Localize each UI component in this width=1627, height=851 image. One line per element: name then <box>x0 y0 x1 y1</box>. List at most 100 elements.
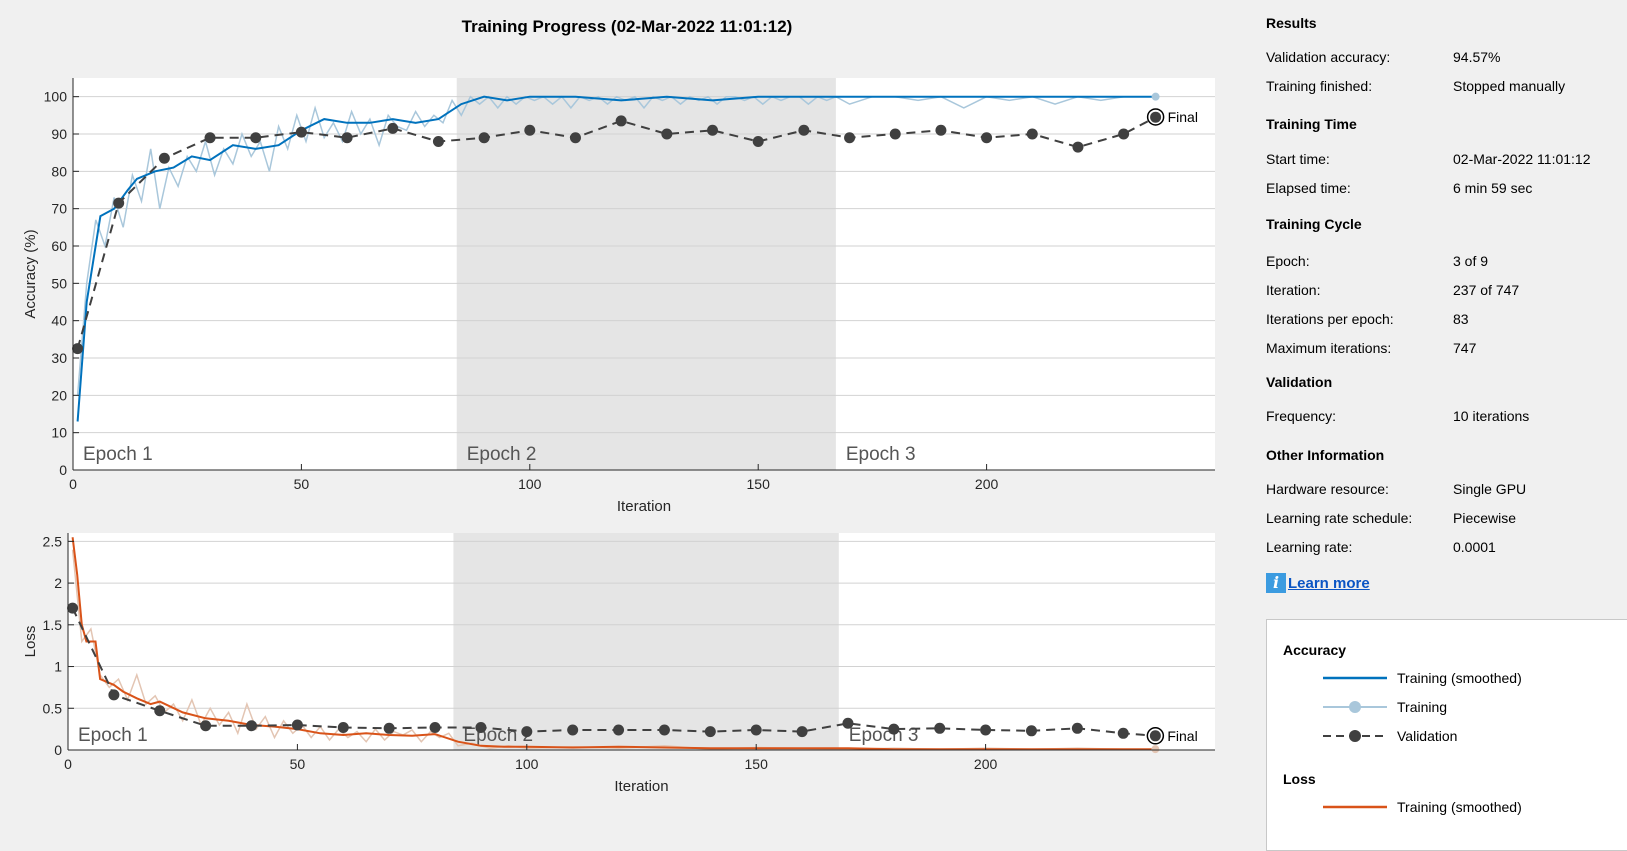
info-row-label: Start time: <box>1266 151 1330 167</box>
legend-item[interactable]: Training <box>1321 697 1621 717</box>
info-row-value: 237 of 747 <box>1453 282 1520 298</box>
accuracy-y-tick-label: 10 <box>51 425 67 441</box>
info-row-label: Iteration: <box>1266 282 1321 298</box>
info-row-label: Training finished: <box>1266 78 1373 94</box>
accuracy-validation-point <box>798 124 810 136</box>
accuracy-final-marker <box>1146 108 1165 126</box>
accuracy-validation-point <box>387 122 399 134</box>
legend-item-label: Validation <box>1397 728 1458 744</box>
loss-validation-point <box>67 602 79 614</box>
section-title: Other Information <box>1266 447 1385 463</box>
info-row: Start time: 02-Mar-2022 11:01:12 <box>1266 151 1627 169</box>
loss-training-last-point <box>1151 745 1160 754</box>
loss-validation-point <box>704 726 716 738</box>
accuracy-validation-point <box>752 135 764 147</box>
info-row: Validation accuracy: 94.57% <box>1266 49 1627 67</box>
loss-validation-point <box>154 705 166 717</box>
section-title: Validation <box>1266 374 1333 390</box>
accuracy-x-tick-label: 200 <box>975 476 999 492</box>
loss-y-tick-label: 1 <box>54 659 62 675</box>
info-row: Training finished: Stopped manually <box>1266 78 1627 96</box>
accuracy-y-tick-label: 80 <box>51 163 67 179</box>
info-row-label: Epoch: <box>1266 253 1310 269</box>
loss-final-marker <box>1146 727 1165 745</box>
loss-epoch-label-3: Epoch 3 <box>849 725 919 746</box>
accuracy-y-tick-label: 40 <box>51 313 67 329</box>
info-row: Elapsed time: 6 min 59 sec <box>1266 180 1627 198</box>
loss-validation-point <box>291 719 303 731</box>
section-title: Training Time <box>1266 116 1357 132</box>
accuracy-y-tick-label: 20 <box>51 387 67 403</box>
legend-swatch-marker <box>1349 701 1361 713</box>
loss-validation-point <box>1071 722 1083 734</box>
info-panel: Results Validation accuracy: 94.57% Trainin… <box>1266 0 1627 851</box>
loss-validation-point <box>429 721 441 733</box>
loss-validation-point <box>980 724 992 736</box>
info-row-value: 83 <box>1453 311 1469 327</box>
accuracy-epoch-label-2: Epoch 2 <box>467 444 537 465</box>
accuracy-validation-point <box>981 132 993 144</box>
accuracy-y-tick-label: 100 <box>44 89 68 105</box>
legend-swatch <box>1323 730 1387 742</box>
accuracy-validation-point <box>204 132 216 144</box>
loss-validation-point <box>337 721 349 733</box>
info-row: Maximum iterations: 747 <box>1266 340 1627 358</box>
info-row-value: Piecewise <box>1453 510 1517 526</box>
accuracy-validation-point <box>1072 141 1084 153</box>
legend-item[interactable]: Validation <box>1321 726 1621 746</box>
accuracy-validation-point <box>113 197 125 209</box>
loss-y-axis-label: Loss <box>22 626 39 658</box>
accuracy-x-tick-label: 100 <box>518 476 542 492</box>
accuracy-final-point <box>1150 111 1161 122</box>
info-row-label: Learning rate schedule: <box>1266 510 1413 526</box>
accuracy-training-smoothed-line <box>76 95 1156 422</box>
accuracy-validation-point <box>250 132 262 144</box>
loss-validation-point <box>200 720 212 732</box>
accuracy-epoch-label-1: Epoch 1 <box>83 444 153 465</box>
loss-epoch-shade-2 <box>453 533 839 750</box>
info-row-value: 6 min 59 sec <box>1453 180 1533 196</box>
loss-x-tick-label: 50 <box>290 756 306 772</box>
info-row-label: Hardware resource: <box>1266 481 1389 497</box>
loss-y-tick-label: 2 <box>54 575 62 591</box>
section-title: Training Cycle <box>1266 216 1362 232</box>
accuracy-validation-point <box>1026 128 1038 140</box>
info-icon: i <box>1266 573 1286 593</box>
legend-swatch <box>1323 805 1387 809</box>
accuracy-validation-point <box>295 126 307 138</box>
legend-group-title: Loss <box>1283 771 1316 787</box>
info-row-value: 3 of 9 <box>1453 253 1489 269</box>
legend-item[interactable]: Training (smoothed) <box>1321 797 1621 817</box>
loss-validation-point <box>1117 727 1129 739</box>
info-row-value: Single GPU <box>1453 481 1527 497</box>
legend-item[interactable]: Training (smoothed) <box>1321 668 1621 688</box>
accuracy-validation-point <box>158 152 170 164</box>
loss-validation-point <box>934 722 946 734</box>
loss-validation-point <box>658 724 670 736</box>
info-row: Learning rate schedule: Piecewise <box>1266 510 1627 528</box>
learn-more-link[interactable]: i Learn more <box>1266 572 1370 594</box>
accuracy-y-tick-label: 70 <box>51 201 67 217</box>
loss-validation-point <box>888 723 900 735</box>
loss-validation-point <box>613 724 625 736</box>
learn-more-label[interactable]: Learn more <box>1288 574 1370 592</box>
accuracy-validation-point <box>478 132 490 144</box>
loss-training-smoothed-line <box>71 537 1156 751</box>
loss-y-tick-label: 1.5 <box>43 617 63 633</box>
loss-validation-point <box>567 724 579 736</box>
loss-x-axis-label: Iteration <box>614 778 668 795</box>
accuracy-validation-point <box>707 124 719 136</box>
accuracy-plot[interactable]: Epoch 1 Epoch 2 Epoch 3 Final 0 10 20 30 40 50 60 7… <box>22 78 1215 515</box>
info-row-label: Learning rate: <box>1266 539 1353 555</box>
accuracy-validation-point <box>569 132 581 144</box>
loss-validation-point <box>521 726 533 738</box>
loss-validation-point <box>842 717 854 729</box>
accuracy-x-axis-label: Iteration <box>617 498 671 515</box>
loss-x-tick-label: 150 <box>745 756 769 772</box>
legend-item-label: Training <box>1397 699 1448 715</box>
accuracy-y-tick-label: 30 <box>51 350 67 366</box>
accuracy-validation-point <box>661 128 673 140</box>
loss-validation-point <box>246 720 258 732</box>
loss-y-tick-label: 0.5 <box>43 700 63 716</box>
